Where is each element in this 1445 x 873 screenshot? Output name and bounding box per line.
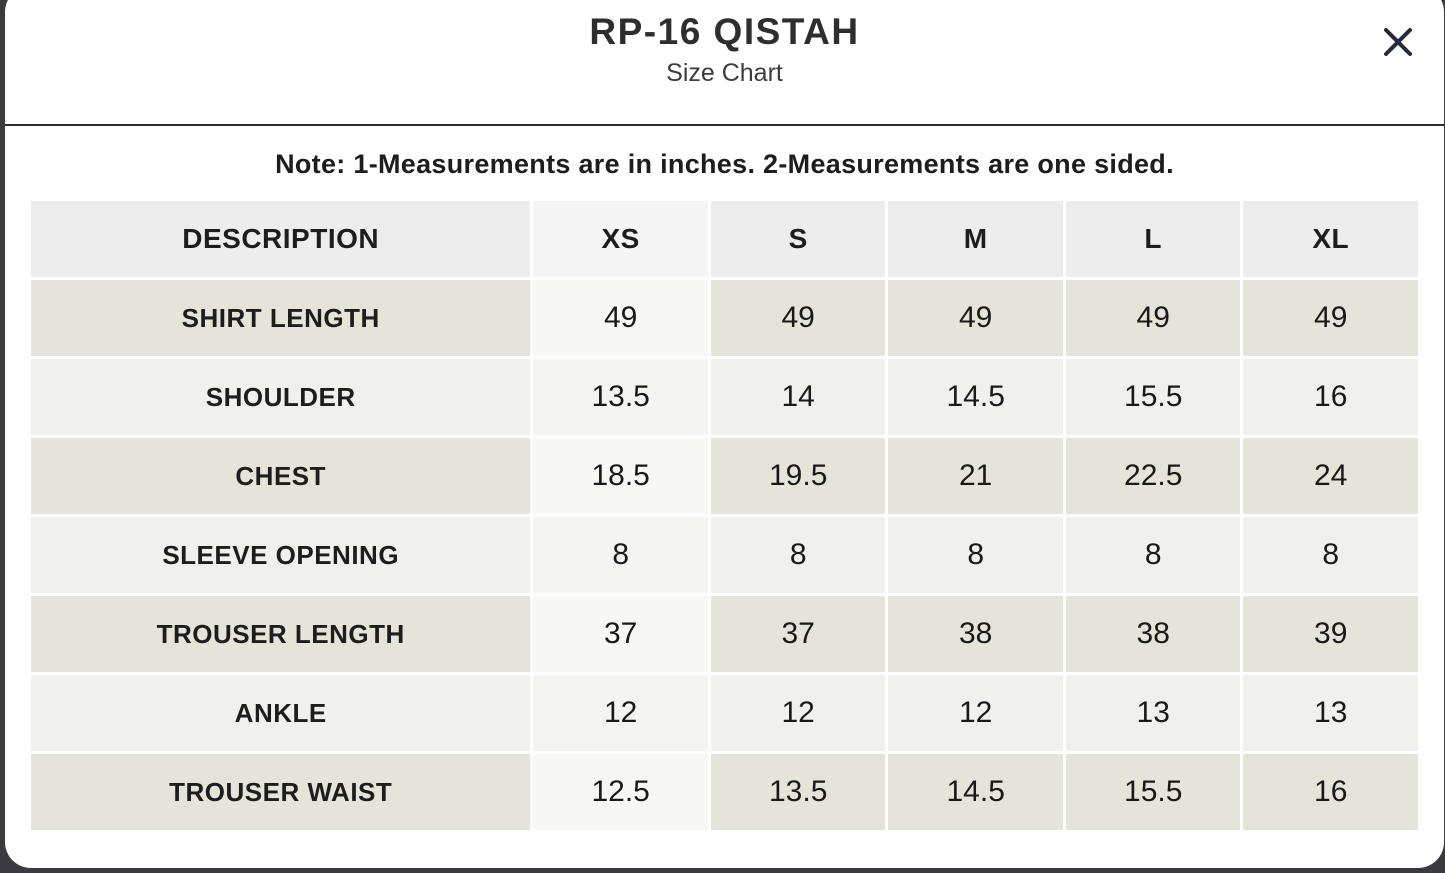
value-cell-s: 13.5 [710, 754, 886, 830]
modal-subtitle: Size Chart [666, 59, 783, 87]
table-row-sleeve-opening: SLEEVE OPENING 8 8 8 8 8 [31, 517, 1418, 593]
table-row-chest: CHEST 18.5 19.5 21 22.5 24 [31, 438, 1418, 514]
size-table-header-row: DESCRIPTION XS S M L XL [31, 201, 1418, 277]
value-cell-xs: 12 [533, 675, 708, 751]
close-button[interactable] [1379, 23, 1417, 61]
size-table-body: SHIRT LENGTH 49 49 49 49 49 SHOULDER 13.5 14 14.5… [31, 280, 1418, 830]
column-header-m: M [888, 201, 1063, 277]
close-icon [1379, 23, 1417, 61]
value-cell-xl: 16 [1243, 359, 1418, 435]
row-label: SLEEVE OPENING [31, 517, 531, 593]
value-cell-l: 13 [1065, 675, 1241, 751]
measurement-note: Note: 1-Measurements are in inches. 2-Me… [275, 149, 1174, 179]
row-label: SHOULDER [31, 359, 531, 435]
value-cell-l: 8 [1065, 517, 1241, 593]
value-cell-m: 8 [888, 517, 1063, 593]
value-cell-xl: 13 [1243, 675, 1418, 751]
value-cell-l: 15.5 [1065, 359, 1241, 435]
value-cell-s: 12 [710, 675, 886, 751]
row-label: SHIRT LENGTH [31, 280, 531, 356]
row-label: ANKLE [31, 675, 531, 751]
size-chart-modal: RP-16 QISTAH Size Chart Note: 1-Measurem… [5, 0, 1444, 868]
value-cell-xs: 13.5 [533, 359, 708, 435]
value-cell-xl: 24 [1243, 438, 1418, 514]
value-cell-m: 21 [888, 438, 1063, 514]
column-header-xs: XS [533, 201, 708, 277]
column-header-l: L [1065, 201, 1241, 277]
table-row-trouser-waist: TROUSER WAIST 12.5 13.5 14.5 15.5 16 [31, 754, 1418, 830]
row-label: TROUSER WAIST [31, 754, 531, 830]
value-cell-s: 49 [710, 280, 886, 356]
column-header-s: S [710, 201, 886, 277]
table-row-trouser-length: TROUSER LENGTH 37 37 38 38 39 [31, 596, 1418, 672]
value-cell-m: 49 [888, 280, 1063, 356]
value-cell-xl: 39 [1243, 596, 1418, 672]
size-table-container: DESCRIPTION XS S M L XL SHIRT LENGTH 49 49 49 49 4… [28, 198, 1421, 833]
value-cell-l: 38 [1065, 596, 1241, 672]
value-cell-m: 14.5 [888, 359, 1063, 435]
table-row-shirt-length: SHIRT LENGTH 49 49 49 49 49 [31, 280, 1418, 356]
modal-header: RP-16 QISTAH Size Chart [5, 0, 1444, 126]
value-cell-l: 22.5 [1065, 438, 1241, 514]
value-cell-xl: 49 [1243, 280, 1418, 356]
value-cell-xs: 49 [533, 280, 708, 356]
value-cell-s: 19.5 [710, 438, 886, 514]
page-title: RP-16 QISTAH [589, 11, 860, 52]
table-row-ankle: ANKLE 12 12 12 13 13 [31, 675, 1418, 751]
column-header-xl: XL [1243, 201, 1418, 277]
value-cell-xl: 16 [1243, 754, 1418, 830]
row-label: TROUSER LENGTH [31, 596, 531, 672]
column-header-description: DESCRIPTION [31, 201, 531, 277]
value-cell-l: 49 [1065, 280, 1241, 356]
value-cell-s: 14 [710, 359, 886, 435]
value-cell-m: 38 [888, 596, 1063, 672]
table-row-shoulder: SHOULDER 13.5 14 14.5 15.5 16 [31, 359, 1418, 435]
value-cell-xs: 37 [533, 596, 708, 672]
value-cell-s: 8 [710, 517, 886, 593]
row-label: CHEST [31, 438, 531, 514]
value-cell-xl: 8 [1243, 517, 1418, 593]
value-cell-l: 15.5 [1065, 754, 1241, 830]
value-cell-m: 12 [888, 675, 1063, 751]
value-cell-xs: 8 [533, 517, 708, 593]
size-table: DESCRIPTION XS S M L XL SHIRT LENGTH 49 49 49 49 4… [28, 198, 1421, 833]
value-cell-xs: 18.5 [533, 438, 708, 514]
value-cell-xs: 12.5 [533, 754, 708, 830]
value-cell-m: 14.5 [888, 754, 1063, 830]
value-cell-s: 37 [710, 596, 886, 672]
